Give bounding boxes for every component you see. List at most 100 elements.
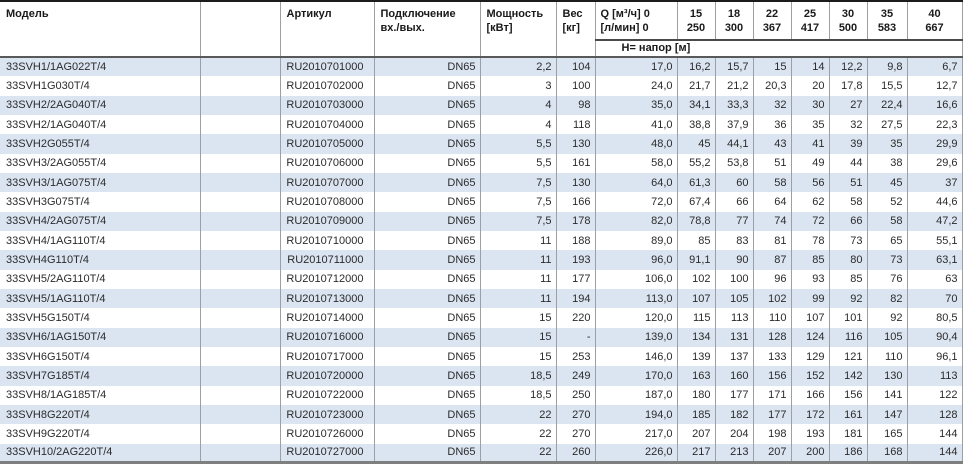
col-header-connection: Подключение вх./вых. bbox=[374, 1, 481, 58]
table-row: 33SVH8/1AG185T/4 RU2010722000 DN65 18,5 250 1… bbox=[0, 385, 963, 405]
head-value-cell: 207 bbox=[677, 424, 716, 444]
weight-cell: 177 bbox=[556, 269, 596, 289]
head-value-cell: 21,2 bbox=[715, 76, 754, 96]
article-cell: RU2010706000 bbox=[280, 153, 375, 173]
col-header-connection-line2: вх./вых. bbox=[380, 22, 425, 34]
head-value-cell: 58 bbox=[753, 172, 792, 193]
spacer-cell bbox=[200, 114, 281, 135]
power-cell: 15 bbox=[480, 327, 557, 347]
head-at-q0-cell: 72,0 bbox=[595, 192, 678, 212]
flow-lmin: 250 bbox=[686, 22, 706, 34]
head-at-q0-cell: 226,0 bbox=[595, 443, 678, 463]
article-cell: RU2010720000 bbox=[280, 366, 375, 386]
head-value-cell: 128 bbox=[753, 327, 792, 347]
model-cell: 33SVH2/2AG040T/4 bbox=[0, 95, 201, 115]
power-cell: 3 bbox=[480, 76, 557, 96]
head-value-cell: 128 bbox=[907, 404, 963, 425]
head-value-cell: 32 bbox=[829, 114, 868, 135]
article-cell: RU2010714000 bbox=[280, 308, 375, 328]
weight-cell: 220 bbox=[556, 308, 596, 328]
head-value-cell: 131 bbox=[715, 327, 754, 347]
head-value-cell: 55,1 bbox=[907, 230, 963, 251]
power-cell: 11 bbox=[480, 288, 557, 309]
head-value-cell: 144 bbox=[907, 443, 963, 463]
head-value-cell: 78 bbox=[791, 230, 830, 251]
head-value-cell: 156 bbox=[753, 366, 792, 386]
connection-cell: DN65 bbox=[374, 57, 481, 77]
head-value-cell: 9,8 bbox=[867, 57, 908, 77]
head-value-cell: 43 bbox=[753, 134, 792, 154]
table-row: 33SVH5/1AG110T/4 RU2010713000 DN65 11 194 113… bbox=[0, 288, 963, 309]
head-value-cell: 37,9 bbox=[715, 114, 754, 135]
table-row: 33SVH2G055T/4 RU2010705000 DN65 5,5 130 48,0 4… bbox=[0, 134, 963, 154]
head-value-cell: 49 bbox=[791, 153, 830, 173]
head-value-cell: 61,3 bbox=[677, 172, 716, 193]
head-value-cell: 180 bbox=[677, 385, 716, 405]
power-cell: 5,5 bbox=[480, 134, 557, 154]
weight-cell: 270 bbox=[556, 404, 596, 425]
col-header-flow-35: 35 583 bbox=[867, 1, 908, 41]
spacer-cell bbox=[200, 269, 281, 289]
head-at-q0-cell: 58,0 bbox=[595, 153, 678, 173]
head-value-cell: 70 bbox=[907, 288, 963, 309]
article-cell: RU2010716000 bbox=[280, 327, 375, 347]
head-value-cell: 37 bbox=[907, 172, 963, 193]
power-cell: 18,5 bbox=[480, 366, 557, 386]
head-value-cell: 51 bbox=[753, 153, 792, 173]
head-value-cell: 142 bbox=[829, 366, 868, 386]
head-value-cell: 16,2 bbox=[677, 57, 716, 77]
weight-cell: 249 bbox=[556, 366, 596, 386]
head-at-q0-cell: 194,0 bbox=[595, 404, 678, 425]
head-value-cell: 166 bbox=[791, 385, 830, 405]
table-row: 33SVH9G220T/4 RU2010726000 DN65 22 270 217,0 2… bbox=[0, 424, 963, 444]
head-value-cell: 207 bbox=[753, 443, 792, 463]
head-value-cell: 85 bbox=[829, 269, 868, 289]
head-value-cell: 74 bbox=[753, 211, 792, 231]
article-cell: RU2010711000 bbox=[280, 250, 375, 270]
connection-cell: DN65 bbox=[374, 424, 481, 444]
head-value-cell: 22,4 bbox=[867, 95, 908, 115]
weight-cell: 188 bbox=[556, 230, 596, 251]
head-at-q0-cell: 106,0 bbox=[595, 269, 678, 289]
weight-cell: 260 bbox=[556, 443, 596, 463]
head-value-cell: 33,3 bbox=[715, 95, 754, 115]
model-cell: 33SVH8G220T/4 bbox=[0, 404, 201, 425]
head-at-q0-cell: 35,0 bbox=[595, 95, 678, 115]
connection-cell: DN65 bbox=[374, 114, 481, 135]
header-row-flows: Модель Артикул Подключение вх./вых. Мощн… bbox=[0, 1, 963, 58]
head-value-cell: 163 bbox=[677, 366, 716, 386]
power-cell: 5,5 bbox=[480, 153, 557, 173]
flow-lmin: 583 bbox=[877, 22, 897, 34]
flow-m3h: 35 bbox=[880, 8, 894, 20]
spacer-cell bbox=[200, 230, 281, 251]
article-cell: RU2010709000 bbox=[280, 211, 375, 231]
head-value-cell: 66 bbox=[829, 211, 868, 231]
head-value-cell: 78,8 bbox=[677, 211, 716, 231]
head-value-cell: 85 bbox=[677, 230, 716, 251]
head-value-cell: 58 bbox=[829, 192, 868, 212]
table-row: 33SVH2/1AG040T/4 RU2010704000 DN65 4 118 41,0… bbox=[0, 114, 963, 135]
model-cell: 33SVH2G055T/4 bbox=[0, 134, 201, 154]
head-value-cell: 35 bbox=[867, 134, 908, 154]
head-value-cell: 51 bbox=[829, 172, 868, 193]
spacer-cell bbox=[200, 424, 281, 444]
spacer-cell bbox=[200, 250, 281, 270]
col-header-flow-40: 40 667 bbox=[907, 1, 963, 41]
flow-m3h: 18 bbox=[727, 8, 741, 20]
model-cell: 33SVH3G075T/4 bbox=[0, 192, 201, 212]
spacer-cell bbox=[200, 346, 281, 367]
head-value-cell: 44 bbox=[829, 153, 868, 173]
weight-cell: 250 bbox=[556, 385, 596, 405]
col-header-power-line2: [кВт] bbox=[486, 22, 513, 34]
head-value-cell: 44,1 bbox=[715, 134, 754, 154]
head-value-cell: 92 bbox=[867, 308, 908, 328]
table-row: 33SVH1G030T/4 RU2010702000 DN65 3 100 24,0 21,… bbox=[0, 76, 963, 96]
article-cell: RU2010723000 bbox=[280, 404, 375, 425]
head-value-cell: 213 bbox=[715, 443, 754, 463]
article-cell: RU2010710000 bbox=[280, 230, 375, 251]
head-value-cell: 101 bbox=[829, 308, 868, 328]
head-value-cell: 139 bbox=[677, 346, 716, 367]
head-value-cell: 90,4 bbox=[907, 327, 963, 347]
table-row: 33SVH4/2AG075T/4 RU2010709000 DN65 7,5 178 82… bbox=[0, 211, 963, 231]
head-value-cell: 45 bbox=[867, 172, 908, 193]
